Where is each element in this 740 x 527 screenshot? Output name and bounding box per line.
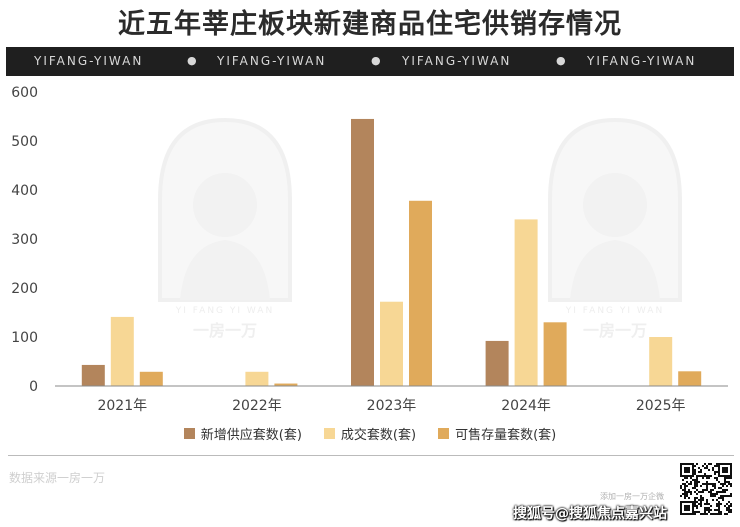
x-tick-label: 2023年 (367, 398, 417, 414)
banner-dot-1: ● (187, 54, 199, 67)
legend-item-inventory: 可售存量套数(套) (438, 424, 556, 443)
divider (8, 455, 734, 456)
y-tick-label: 100 (11, 330, 38, 346)
legend-swatch-inventory (438, 428, 450, 439)
banner-text-4: YIFANG-YIWAN (587, 54, 697, 68)
banner-text-1: YIFANG-YIWAN (34, 54, 144, 68)
y-tick-label: 400 (11, 183, 38, 199)
bar-inventory-4 (543, 322, 567, 386)
brand-banner: YIFANG-YIWAN ● YIFANG-YIWAN ● YIFANG-YIW… (6, 47, 734, 76)
x-tick-label: 2022年 (232, 398, 282, 414)
legend-swatch-sold (323, 428, 335, 439)
watermark-logo-right: YI FANG YI WAN 一房一万 (548, 117, 682, 340)
legend-label-new-supply: 新增供应套数(套) (200, 428, 302, 443)
banner-dot-2: ● (371, 54, 383, 67)
bar-chart: YI FANG YI WAN 一房一万 YI FANG YI WAN 一房一万 … (11, 85, 728, 414)
legend-label-sold: 成交套数(套) (340, 428, 417, 443)
qr-caption: 添加一房一万企微 (600, 492, 664, 501)
legend-label-inventory: 可售存量套数(套) (455, 428, 557, 443)
bar-new-supply-1 (81, 364, 105, 386)
legend-item-sold: 成交套数(套) (323, 424, 417, 443)
bar-sold-1 (110, 316, 134, 386)
y-tick-label: 200 (11, 281, 38, 297)
y-tick-label: 500 (11, 134, 38, 150)
watermark-caption-cn-right: 一房一万 (583, 321, 647, 340)
y-tick-label: 600 (11, 85, 38, 101)
x-tick-label: 2024年 (501, 398, 551, 414)
bar-sold-4 (514, 219, 538, 386)
y-tick-label: 0 (29, 379, 38, 395)
y-axis: 0 100 200 300 400 500 600 (11, 85, 38, 395)
data-source-note: 数据来源一房一万 (9, 471, 106, 485)
bar-inventory-5 (678, 371, 702, 386)
x-tick-label: 2021年 (97, 398, 147, 414)
legend-swatch-new-supply (183, 428, 195, 439)
bar-new-supply-3 (351, 118, 374, 386)
x-tick-label: 2025年 (636, 398, 686, 414)
legend-item-new-supply: 新增供应套数(套) (183, 424, 302, 443)
banner-text-2: YIFANG-YIWAN (217, 54, 327, 68)
watermark-caption-cn-left: 一房一万 (193, 321, 257, 340)
bar-sold-5 (649, 337, 673, 386)
banner-dot-3: ● (556, 54, 568, 67)
bar-sold-2 (245, 371, 269, 386)
watermark-caption-en-right: YI FANG YI WAN (565, 306, 664, 316)
bars-group (81, 118, 702, 386)
qr-code-image (680, 463, 732, 515)
watermark-logo-left: YI FANG YI WAN 一房一万 (158, 117, 292, 340)
bar-sold-3 (380, 301, 403, 386)
bar-inventory-3 (409, 200, 432, 386)
x-axis: 2021年 2022年 2023年 2024年 2025年 (97, 398, 685, 414)
watermark-caption-en-left: YI FANG YI WAN (175, 306, 274, 316)
bar-inventory-2 (274, 383, 298, 386)
legend: 新增供应套数(套) 成交套数(套) 可售存量套数(套) (0, 424, 740, 443)
chart-title: 近五年莘庄板块新建商品住宅供销存情况 (118, 9, 622, 40)
banner-text-3: YIFANG-YIWAN (402, 54, 512, 68)
footer-watermark: 搜狐号@搜狐焦点嘉兴站 (513, 506, 667, 522)
bar-new-supply-4 (485, 340, 509, 386)
y-tick-label: 300 (11, 232, 38, 248)
bar-inventory-1 (139, 371, 163, 386)
